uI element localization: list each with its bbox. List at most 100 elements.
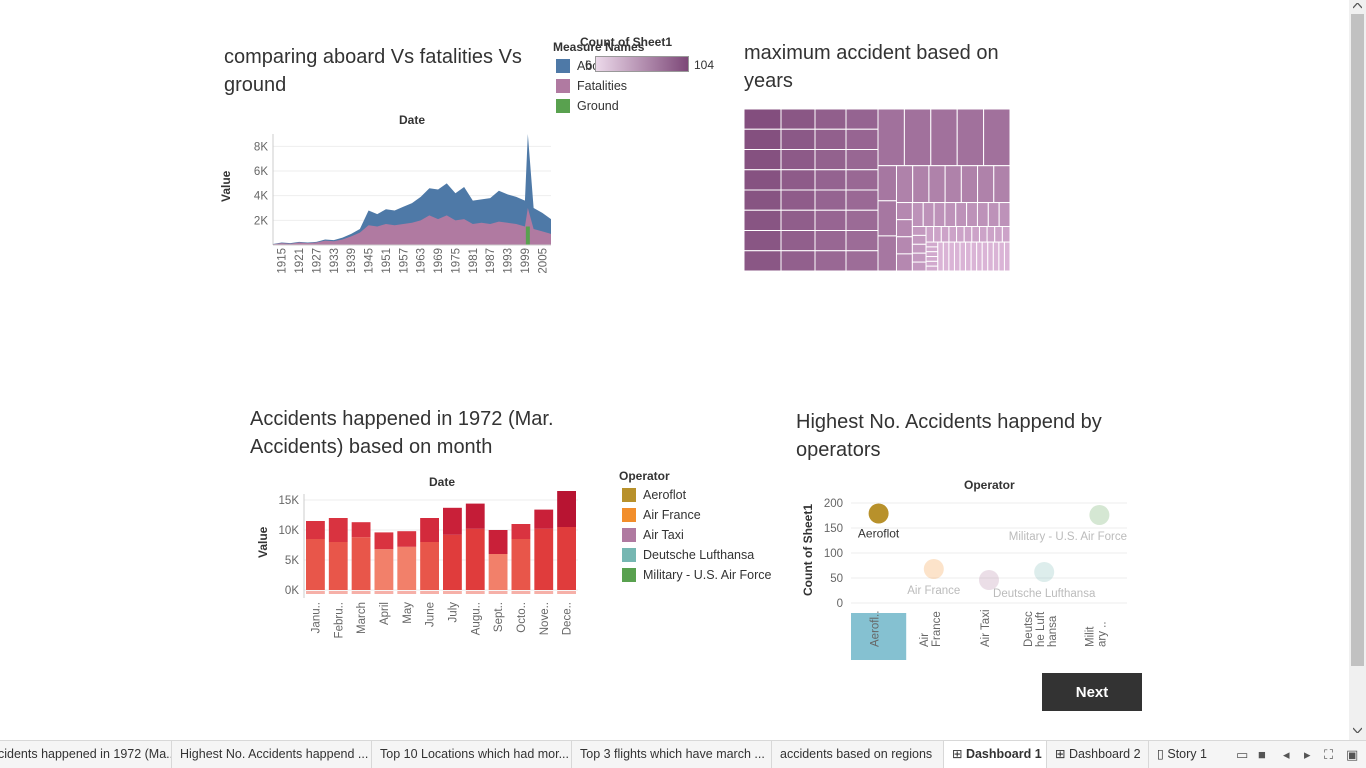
- ground-swatch: [556, 99, 570, 113]
- tab-dashboard-1[interactable]: ⊞ Dashboard 1: [944, 741, 1047, 768]
- y-tick-label: 5K: [285, 555, 299, 567]
- treemap-cell: [744, 189, 782, 211]
- treemap-cell: [1001, 226, 1010, 243]
- aboard-area: [273, 134, 551, 245]
- legend3-item-aeroflot[interactable]: Aeroflot: [622, 486, 686, 504]
- treemap-cell: [976, 202, 989, 228]
- scroll-tabs-left-icon[interactable]: ◂: [1283, 747, 1290, 762]
- treemap-cell: [994, 226, 1003, 243]
- legend3-item-air-france[interactable]: Air France: [622, 506, 701, 524]
- bar-segment-upper: [511, 524, 531, 539]
- bar-segment-lower: [534, 528, 554, 590]
- presentation-mode-icon[interactable]: ▣: [1346, 747, 1359, 762]
- x-tick-label: 1957: [398, 248, 410, 274]
- bar-segment-lower: [351, 537, 371, 590]
- tab-sheet-regions[interactable]: accidents based on regions: [772, 741, 944, 768]
- legend3-item-military[interactable]: Military - U.S. Air Force: [622, 566, 772, 584]
- legend1-item-fatalities[interactable]: Fatalities: [556, 77, 627, 95]
- bar-segment-base: [351, 591, 371, 594]
- scroll-tabs-right-icon[interactable]: ▸: [1304, 747, 1311, 762]
- x-tick-label: hansa: [1047, 615, 1059, 647]
- bar-segment-lower: [465, 528, 485, 590]
- bar-segment-base: [420, 591, 439, 594]
- y-tick-label: 0: [837, 598, 843, 610]
- tab-label: Dashboard 1: [965, 747, 1042, 761]
- treemap-cell: [744, 209, 782, 231]
- point-label: Aeroflot: [858, 527, 900, 541]
- air-taxi-swatch: [622, 528, 636, 542]
- point-label: Deutsche Lufthansa: [993, 588, 1096, 600]
- x-tick-label: July: [447, 602, 459, 623]
- fullscreen-icon[interactable]: ⛶: [1324, 747, 1334, 762]
- vertical-scrollbar[interactable]: [1349, 0, 1366, 740]
- bar-segment-lower: [397, 546, 417, 590]
- legend3-title: Operator: [619, 469, 670, 483]
- x-tick-label: 1927: [311, 248, 323, 274]
- treemap-cell: [911, 234, 927, 245]
- chart4-plot[interactable]: 200 150 100 50 0 Aeroflot Aerofl.. Air France Ai…: [812, 490, 1142, 662]
- bar-segment-lower: [420, 542, 439, 590]
- story-icon: ▯: [1157, 747, 1168, 761]
- y-tick-label: 15K: [279, 495, 300, 507]
- treemap-cell: [845, 209, 879, 231]
- x-tick-label: March: [356, 602, 368, 634]
- treemap-cell: [971, 226, 980, 243]
- x-tick-label: he Luft: [1035, 611, 1047, 647]
- tab-sheet-top3-flights[interactable]: Top 3 flights which have march ...: [572, 741, 772, 768]
- treemap-cell: [987, 241, 994, 271]
- tab-label: Story 1: [1167, 747, 1207, 761]
- treemap-cell: [845, 149, 879, 171]
- scroll-down-icon[interactable]: [1353, 727, 1362, 733]
- chart2-treemap[interactable]: [744, 109, 1010, 271]
- treemap-cell: [845, 230, 879, 252]
- operator-point: [1089, 505, 1110, 525]
- next-button[interactable]: Next: [1042, 673, 1142, 711]
- treemap-cell: [930, 109, 958, 167]
- y-tick-label: 2K: [254, 215, 268, 227]
- tab-dashboard-2[interactable]: ⊞ Dashboard 2: [1047, 741, 1149, 768]
- treemap-cell: [814, 209, 847, 231]
- tab-sheet-operators[interactable]: Highest No. Accidents happend ...: [172, 741, 372, 768]
- bar-segment-upper: [557, 491, 576, 527]
- chart1-y-title: Value: [219, 170, 233, 202]
- show-sheet-sorter-icon[interactable]: ■: [1258, 747, 1266, 762]
- treemap-cell: [983, 109, 1010, 167]
- treemap-cell: [912, 165, 930, 204]
- tab-story-1[interactable]: ▯ Story 1: [1149, 741, 1221, 768]
- bar-segment-upper: [328, 518, 348, 542]
- color-legend-gradient: [595, 56, 689, 72]
- bar-segment-base: [465, 591, 485, 594]
- x-tick-label: May: [402, 602, 414, 624]
- treemap-cell: [981, 241, 989, 271]
- legend3-item-air-taxi[interactable]: Air Taxi: [622, 526, 684, 544]
- bar-segment-lower: [328, 542, 348, 590]
- treemap-cell: [814, 128, 847, 150]
- tab-sheet-1972-accidents[interactable]: cidents happened in 1972 (Ma...: [0, 741, 172, 768]
- treemap-cell: [895, 202, 913, 221]
- scrollbar-thumb[interactable]: [1351, 14, 1364, 666]
- x-tick-label: 1987: [485, 248, 497, 274]
- chart1-plot[interactable]: 8K 6K 4K 2K 1915 1921 1927 1933 1939 1945 1951 1957…: [240, 126, 560, 286]
- treemap-cell: [814, 189, 847, 211]
- treemap-cell: [814, 149, 847, 171]
- x-tick-label: 1969: [433, 248, 445, 274]
- y-tick-label: 0K: [285, 585, 299, 597]
- chart3-plot[interactable]: 15K 10K 5K 0K Janu.. Febru.. March April May June…: [270, 486, 590, 646]
- treemap-cell: [953, 241, 961, 271]
- x-tick-label: 1999: [520, 248, 532, 274]
- legend3-item-lufthansa[interactable]: Deutsche Lufthansa: [622, 546, 754, 564]
- x-tick-label: Octo..: [516, 602, 528, 633]
- x-tick-label: 1963: [416, 248, 428, 274]
- legend3-label: Air Taxi: [643, 528, 684, 542]
- treemap-cell: [965, 241, 972, 271]
- tab-label: Dashboard 2: [1068, 747, 1141, 761]
- bar-segment-base: [443, 591, 462, 594]
- tab-sheet-top10-locations[interactable]: Top 10 Locations which had mor...: [372, 741, 572, 768]
- bar-segment-lower: [374, 549, 394, 590]
- treemap-cell: [948, 226, 958, 243]
- chart3-title: Accidents happened in 1972 (Mar. Acciden…: [250, 408, 554, 458]
- show-filmstrip-icon[interactable]: ▭: [1236, 747, 1249, 762]
- legend1-item-ground[interactable]: Ground: [556, 97, 619, 115]
- scroll-up-icon[interactable]: [1353, 3, 1362, 9]
- tab-label: accidents based on regions: [780, 747, 933, 761]
